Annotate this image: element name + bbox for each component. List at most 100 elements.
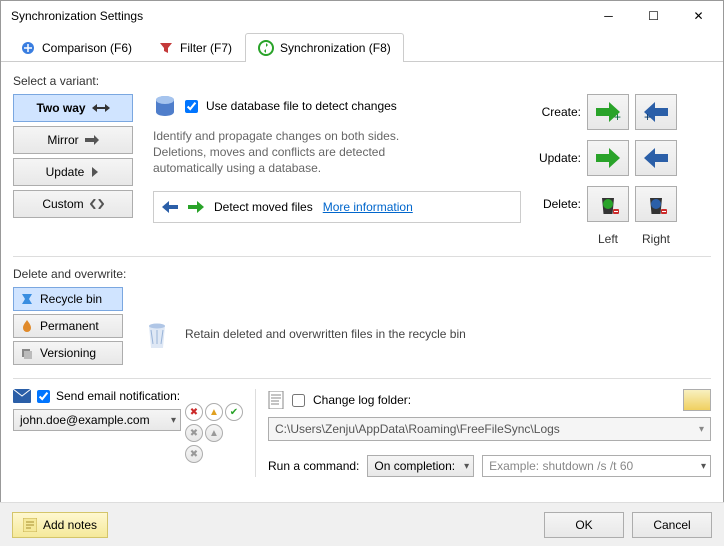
tab-bar: Comparison (F6) Filter (F7) Synchronizat… [1, 33, 723, 62]
moved-right-icon [188, 200, 204, 214]
variant-two-way[interactable]: Two way [13, 94, 133, 122]
variant-label: Two way [36, 101, 85, 115]
delete-heading: Delete and overwrite: [13, 267, 711, 281]
recycle-blue-icon [644, 192, 668, 216]
variant-update[interactable]: Update [13, 158, 133, 186]
two-way-icon [92, 102, 110, 114]
arrow-left-blue-icon [642, 147, 670, 169]
email-checkbox[interactable] [37, 390, 50, 403]
chevron-right-icon [90, 167, 100, 177]
detect-moved-panel: Detect moved files More information [153, 191, 521, 223]
right-column-label: Right [635, 232, 677, 246]
variant-label: Update [46, 165, 85, 179]
tab-label: Synchronization (F8) [280, 41, 391, 55]
update-label: Update: [531, 151, 581, 165]
create-right-button[interactable]: + [635, 94, 677, 130]
variant-column: Two way Mirror Update Custom [13, 94, 143, 246]
create-label: Create: [531, 105, 581, 119]
note-icon [23, 518, 37, 532]
variant-custom[interactable]: Custom [13, 190, 133, 218]
use-database-label: Use database file to detect changes [206, 99, 397, 113]
delete-label: Delete: [531, 197, 581, 211]
tab-filter[interactable]: Filter (F7) [145, 33, 245, 62]
tab-label: Comparison (F6) [42, 41, 132, 55]
email-section: Send email notification: john.doe@exampl… [13, 389, 243, 477]
update-left-button[interactable] [587, 140, 629, 176]
update-right-button[interactable] [635, 140, 677, 176]
tab-synchronization[interactable]: Synchronization (F8) [245, 33, 404, 62]
recycle-bin-large-icon [141, 318, 173, 350]
command-when-dropdown[interactable]: On completion: [367, 455, 474, 477]
create-left-button[interactable]: + [587, 94, 629, 130]
log-folder-checkbox[interactable] [292, 394, 305, 407]
log-path-value: C:\Users\Zenju\AppData\Roaming\FreeFileS… [275, 422, 560, 436]
arrow-right-green-icon [594, 147, 622, 169]
status-error-icon[interactable]: ✖ [185, 403, 203, 421]
status-success-icon[interactable]: ✔ [225, 403, 243, 421]
cancel-button[interactable]: Cancel [632, 512, 712, 538]
delete-description-area: Retain deleted and overwritten files in … [123, 287, 466, 368]
variant-label: Mirror [47, 133, 78, 147]
close-button[interactable]: ✕ [676, 2, 721, 30]
footer: Add notes OK Cancel [0, 502, 724, 546]
email-label: Send email notification: [56, 389, 180, 403]
delete-label: Recycle bin [40, 292, 102, 306]
delete-description: Retain deleted and overwritten files in … [185, 327, 466, 341]
command-when-value: On completion: [374, 459, 455, 473]
recycle-icon [20, 292, 34, 306]
arrow-right-icon [85, 135, 99, 145]
variant-label: Custom [42, 197, 83, 211]
arrow-left-blue-icon: + [642, 101, 670, 123]
more-information-link[interactable]: More information [323, 200, 413, 214]
use-database-checkbox[interactable] [185, 100, 198, 113]
delete-permanent[interactable]: Permanent [13, 314, 123, 338]
log-path-field[interactable]: C:\Users\Zenju\AppData\Roaming\FreeFileS… [268, 417, 711, 441]
ok-label: OK [575, 518, 592, 532]
status-error-dim-icon[interactable]: ✖ [185, 424, 203, 442]
ok-button[interactable]: OK [544, 512, 624, 538]
delete-recycle-bin[interactable]: Recycle bin [13, 287, 123, 311]
delete-right-button[interactable] [635, 186, 677, 222]
add-notes-label: Add notes [43, 518, 97, 532]
delete-label: Versioning [40, 346, 96, 360]
left-column-label: Left [587, 232, 629, 246]
command-placeholder: Example: shutdown /s /t 60 [489, 459, 633, 473]
run-command-label: Run a command: [268, 459, 359, 473]
status-error-dim2-icon[interactable]: ✖ [185, 445, 203, 463]
status-warning-icon[interactable]: ▲ [205, 403, 223, 421]
log-icon [268, 391, 284, 409]
action-column: Create: + + Update: Delete: [531, 94, 711, 246]
variant-mirror[interactable]: Mirror [13, 126, 133, 154]
tab-comparison[interactable]: Comparison (F6) [7, 33, 145, 62]
email-input[interactable]: john.doe@example.com [13, 409, 181, 431]
recycle-green-icon [596, 192, 620, 216]
code-icon [90, 199, 104, 209]
delete-label: Permanent [40, 319, 99, 333]
status-warning-dim-icon[interactable]: ▲ [205, 424, 223, 442]
window-title: Synchronization Settings [11, 9, 586, 23]
maximize-button[interactable]: ☐ [631, 2, 676, 30]
flame-icon [20, 319, 34, 333]
cancel-label: Cancel [653, 518, 690, 532]
versioning-icon [20, 346, 34, 360]
minimize-button[interactable]: ─ [586, 2, 631, 30]
delete-mode-column: Recycle bin Permanent Versioning [13, 287, 123, 368]
filter-icon [158, 40, 174, 56]
sync-icon [258, 40, 274, 56]
delete-left-button[interactable] [587, 186, 629, 222]
log-folder-label: Change log folder: [313, 393, 411, 407]
tab-label: Filter (F7) [180, 41, 232, 55]
email-value: john.doe@example.com [20, 413, 150, 427]
svg-text:+: + [614, 110, 621, 123]
variant-description: Identify and propagate changes on both s… [153, 128, 423, 177]
log-section: Change log folder: C:\Users\Zenju\AppDat… [268, 389, 711, 477]
compare-icon [20, 40, 36, 56]
browse-folder-button[interactable] [683, 389, 711, 411]
database-icon [153, 94, 177, 118]
detect-moved-label: Detect moved files [214, 200, 313, 214]
add-notes-button[interactable]: Add notes [12, 512, 108, 538]
moved-left-icon [162, 200, 178, 214]
description-column: Use database file to detect changes Iden… [143, 94, 531, 246]
command-input[interactable]: Example: shutdown /s /t 60 [482, 455, 711, 477]
delete-versioning[interactable]: Versioning [13, 341, 123, 365]
